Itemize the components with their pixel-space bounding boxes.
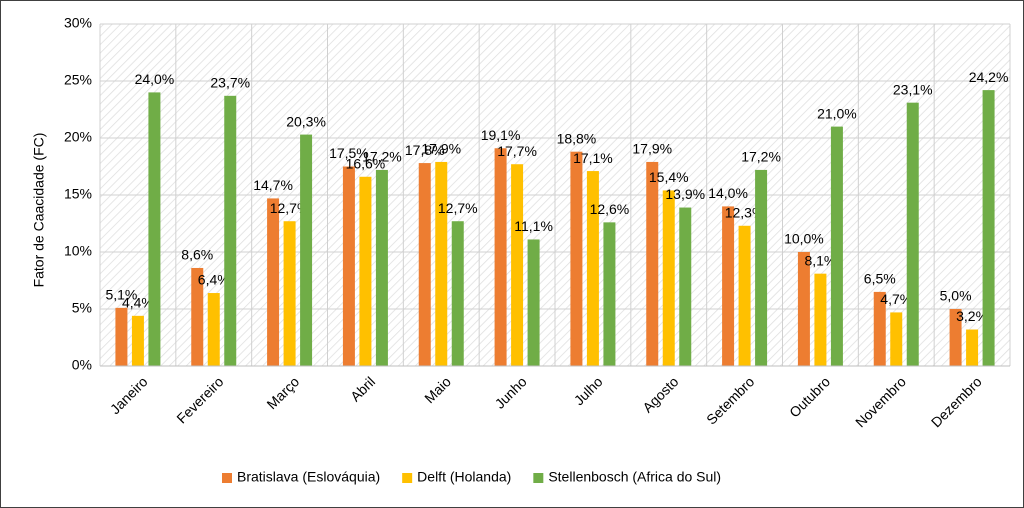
data-label: 17,5% bbox=[329, 145, 369, 161]
data-label: 3,2% bbox=[956, 308, 988, 324]
data-label: 8,1% bbox=[804, 252, 836, 268]
bar bbox=[283, 221, 296, 366]
bar bbox=[679, 207, 692, 366]
bar bbox=[722, 206, 735, 366]
data-label: 5,1% bbox=[105, 287, 137, 303]
bar bbox=[131, 315, 144, 366]
bar bbox=[646, 161, 659, 366]
bar bbox=[115, 307, 128, 366]
y-tick-label: 10% bbox=[64, 243, 92, 259]
bar bbox=[435, 161, 448, 366]
data-label: 8,6% bbox=[181, 247, 213, 263]
data-label: 23,1% bbox=[893, 81, 933, 97]
data-label: 24,2% bbox=[969, 69, 1009, 85]
data-label: 17,9% bbox=[632, 141, 672, 157]
y-tick-label: 25% bbox=[64, 72, 92, 88]
bar bbox=[797, 252, 810, 366]
data-label: 13,9% bbox=[665, 186, 705, 202]
data-label: 17,1% bbox=[573, 150, 613, 166]
data-label: 19,1% bbox=[481, 127, 521, 143]
legend-swatch bbox=[222, 473, 232, 483]
bar bbox=[906, 102, 919, 366]
bar bbox=[662, 190, 675, 366]
data-label: 12,7% bbox=[270, 200, 310, 216]
bar bbox=[342, 166, 355, 366]
data-label: 4,7% bbox=[880, 291, 912, 307]
data-label: 14,7% bbox=[253, 177, 293, 193]
bar bbox=[494, 148, 507, 366]
bar bbox=[586, 171, 599, 366]
data-label: 6,4% bbox=[198, 272, 230, 288]
y-tick-label: 5% bbox=[72, 300, 92, 316]
bar bbox=[982, 90, 995, 367]
bar bbox=[451, 221, 464, 366]
y-axis-title: Fator de Caacidade (FC) bbox=[31, 133, 47, 288]
data-label: 14,0% bbox=[708, 185, 748, 201]
bar bbox=[359, 176, 372, 366]
data-label: 4,4% bbox=[122, 295, 154, 311]
data-label: 11,1% bbox=[514, 218, 553, 234]
y-tick-label: 15% bbox=[64, 186, 92, 202]
data-label: 12,7% bbox=[438, 200, 478, 216]
data-label: 16,6% bbox=[346, 155, 386, 171]
y-tick-label: 20% bbox=[64, 129, 92, 145]
bar bbox=[418, 163, 431, 366]
bar bbox=[224, 95, 237, 366]
data-label: 6,5% bbox=[864, 271, 896, 287]
bar bbox=[267, 198, 280, 366]
bar bbox=[570, 151, 583, 366]
bar bbox=[207, 293, 220, 366]
y-tick-label: 30% bbox=[64, 15, 92, 31]
bar bbox=[191, 267, 204, 366]
bar bbox=[300, 134, 313, 366]
data-label: 23,7% bbox=[210, 75, 250, 91]
legend-label: Stellenbosch (Africa do Sul) bbox=[548, 469, 721, 485]
data-label: 17,2% bbox=[741, 149, 781, 165]
bar bbox=[511, 164, 524, 366]
data-label: 24,0% bbox=[135, 71, 175, 87]
bar bbox=[830, 126, 843, 366]
bar bbox=[873, 291, 886, 366]
bar bbox=[148, 92, 161, 367]
data-label: 21,0% bbox=[817, 105, 857, 121]
data-label: 10,0% bbox=[784, 231, 824, 247]
bar bbox=[755, 169, 768, 366]
bar bbox=[603, 222, 616, 366]
y-tick-label: 0% bbox=[72, 357, 92, 373]
legend-label: Delft (Holanda) bbox=[417, 469, 511, 485]
data-label: 17,9% bbox=[421, 141, 461, 157]
legend-swatch bbox=[402, 473, 413, 483]
bar bbox=[966, 329, 979, 366]
data-label: 12,6% bbox=[590, 201, 630, 217]
data-label: 5,0% bbox=[940, 288, 972, 304]
legend-swatch bbox=[533, 473, 544, 483]
data-label: 18,8% bbox=[557, 130, 597, 146]
bar bbox=[814, 273, 827, 366]
data-label: 20,3% bbox=[286, 113, 326, 129]
data-label: 17,7% bbox=[497, 143, 537, 159]
bar bbox=[949, 309, 962, 366]
bar bbox=[375, 169, 388, 366]
data-label: 15,4% bbox=[649, 169, 689, 185]
legend-label: Bratislava (Eslováquia) bbox=[237, 469, 380, 485]
bar bbox=[738, 225, 751, 366]
data-label: 17,2% bbox=[362, 149, 402, 165]
data-label: 17,8% bbox=[405, 142, 445, 158]
bar bbox=[890, 312, 903, 366]
bar bbox=[527, 239, 540, 366]
data-label: 12,3% bbox=[725, 204, 765, 220]
